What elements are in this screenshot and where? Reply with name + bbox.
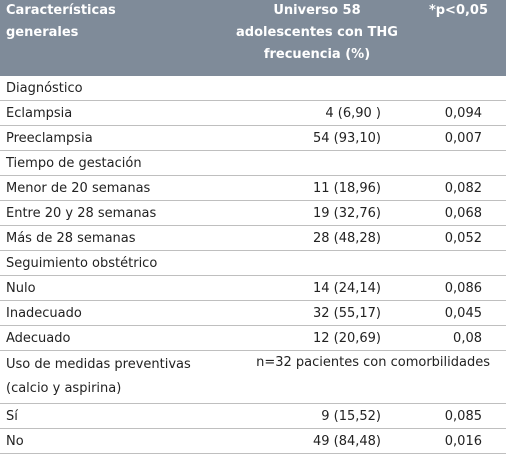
row-frequency: 4 (6,90 ) [223, 100, 411, 126]
row-label: Nulo [0, 275, 223, 301]
row-p-value: 0,085 [411, 403, 506, 429]
row-frequency: 12 (20,69) [223, 325, 411, 351]
header-universe-line1: Universo 58 [273, 3, 361, 18]
table-row: Nulo 14 (24,14) 0,086 [0, 275, 506, 301]
row-frequency: 9 (15,52) [223, 403, 411, 429]
row-frequency: 54 (93,10) [223, 125, 411, 151]
row-label: Uso de medidas preventivas (calcio y asp… [0, 350, 223, 404]
table-row: Adecuado 12 (20,69) 0,08 [0, 325, 506, 351]
row-label: Adecuado [0, 325, 223, 351]
section-row: Tiempo de gestación [0, 150, 506, 176]
header-universe: Universo 58 adolescentes con THG frecuen… [223, 0, 411, 76]
row-p-value: 0,007 [411, 125, 506, 151]
table-row: Menor de 20 semanas 11 (18,96) 0,082 [0, 175, 506, 201]
header-universe-line3: frecuencia (%) [263, 47, 371, 62]
table-row: Más de 28 semanas 28 (48,28) 0,052 [0, 225, 506, 251]
table-row: Preeclampsia 54 (93,10) 0,007 [0, 125, 506, 151]
header-characteristics-line2: generales [6, 25, 79, 40]
section-label: Seguimiento obstétrico [0, 250, 506, 276]
table-row: Inadecuado 32 (55,17) 0,045 [0, 300, 506, 326]
row-frequency: 11 (18,96) [223, 175, 411, 201]
table-row: No 49 (84,48) 0,016 [0, 428, 506, 454]
row-label: Eclampsia [0, 100, 223, 126]
row-frequency: 32 (55,17) [223, 300, 411, 326]
row-frequency: 49 (84,48) [223, 428, 411, 454]
row-p-value: 0,082 [411, 175, 506, 201]
header-characteristics-line1: Características [6, 3, 116, 18]
header-characteristics: Características generales [0, 0, 223, 76]
row-p-value: 0,045 [411, 300, 506, 326]
row-p-value: 0,094 [411, 100, 506, 126]
row-label: Más de 28 semanas [0, 225, 223, 251]
row-p-value: 0,068 [411, 200, 506, 226]
table-row: Sí 9 (15,52) 0,085 [0, 403, 506, 429]
row-note: n=32 pacientes con comorbilidades [223, 350, 506, 404]
row-label: Inadecuado [0, 300, 223, 326]
section-row: Diagnóstico [0, 76, 506, 101]
section-label: Diagnóstico [0, 76, 506, 101]
row-p-value: 0,086 [411, 275, 506, 301]
row-label: Sí [0, 403, 223, 429]
row-label: Menor de 20 semanas [0, 175, 223, 201]
header-p-value: *p<0,05 [411, 0, 506, 76]
row-label: Entre 20 y 28 semanas [0, 200, 223, 226]
section-label: Tiempo de gestación [0, 150, 506, 176]
table-header-row: Características generales Universo 58 ad… [0, 0, 506, 76]
row-frequency: 28 (48,28) [223, 225, 411, 251]
header-universe-line2: adolescentes con THG [236, 25, 398, 40]
row-frequency: 14 (24,14) [223, 275, 411, 301]
note-row: Uso de medidas preventivas (calcio y asp… [0, 350, 506, 404]
table-row: Eclampsia 4 (6,90 ) 0,094 [0, 100, 506, 126]
row-p-value: 0,08 [411, 325, 506, 351]
header-p-value-text: *p<0,05 [428, 3, 489, 18]
table-row: Entre 20 y 28 semanas 19 (32,76) 0,068 [0, 200, 506, 226]
table-body: Diagnóstico Eclampsia 4 (6,90 ) 0,094 Preecl… [0, 76, 506, 454]
row-p-value: 0,052 [411, 225, 506, 251]
row-p-value: 0,016 [411, 428, 506, 454]
section-row: Seguimiento obstétrico [0, 250, 506, 276]
row-label: Preeclampsia [0, 125, 223, 151]
row-frequency: 19 (32,76) [223, 200, 411, 226]
row-label: No [0, 428, 223, 454]
